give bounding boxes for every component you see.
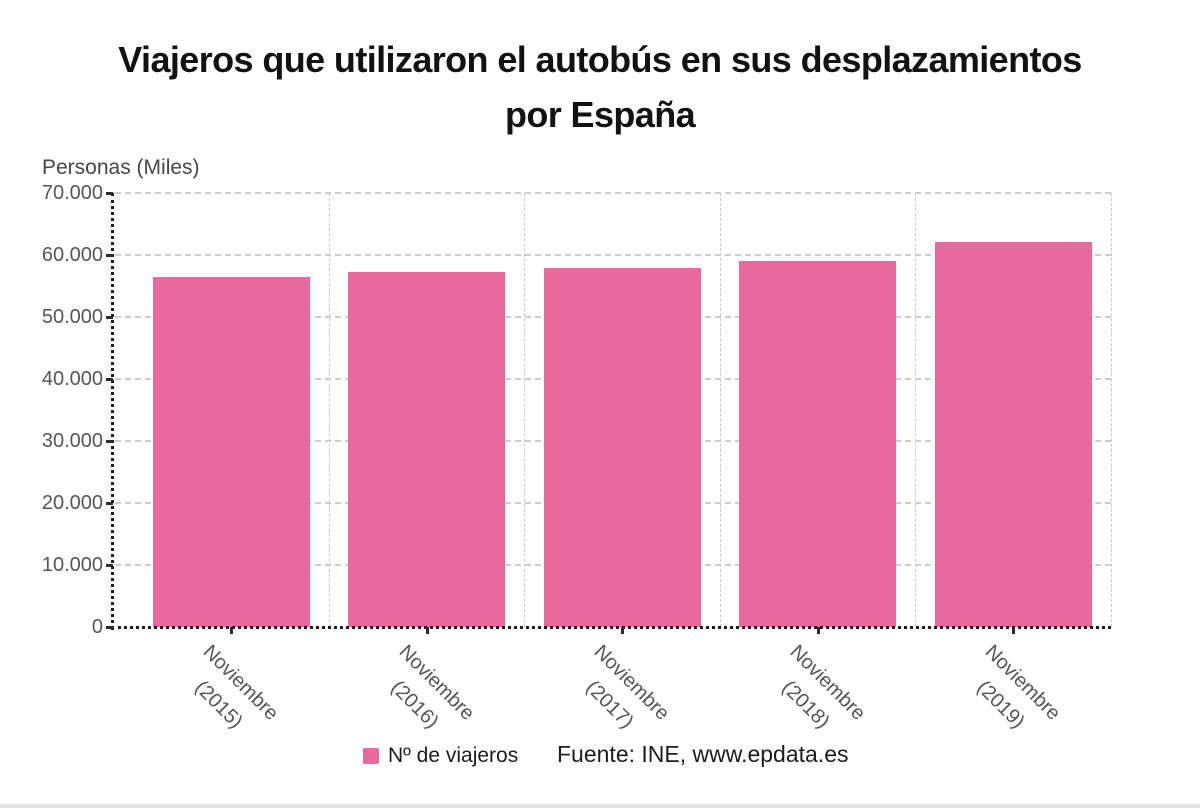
- gridline-vertical: [328, 193, 330, 627]
- x-tick-mark: [621, 627, 625, 634]
- legend-swatch-icon: [363, 748, 379, 764]
- x-axis-label: Noviembre (2016): [369, 638, 481, 750]
- bar[interactable]: [543, 268, 701, 627]
- gridline-vertical: [1110, 193, 1112, 627]
- y-tick-label: 50.000: [41, 306, 103, 328]
- legend-label: Nº de viajeros: [388, 744, 519, 767]
- x-axis-label: Noviembre (2017): [564, 638, 676, 750]
- y-tick-label: 40.000: [41, 368, 103, 390]
- x-axis-label: Noviembre (2019): [955, 638, 1067, 750]
- y-tick-mark: [106, 378, 113, 381]
- x-axis-label: Noviembre (2018): [760, 638, 872, 750]
- y-tick-label: 0: [91, 616, 103, 638]
- gridline-vertical: [524, 193, 526, 627]
- y-tick-mark: [106, 316, 113, 319]
- x-tick-mark: [1012, 627, 1016, 634]
- legend[interactable]: Nº de viajeros: [363, 744, 518, 768]
- y-tick-mark: [106, 626, 113, 629]
- bar[interactable]: [739, 260, 897, 627]
- y-tick-mark: [106, 440, 113, 443]
- x-tick-mark: [230, 627, 234, 634]
- y-axis-title: Personas (Miles): [42, 156, 200, 179]
- y-axis-line: [111, 193, 114, 630]
- y-tick-mark: [106, 564, 113, 567]
- x-axis-line: [111, 626, 1111, 629]
- y-tick-label: 10.000: [41, 554, 103, 576]
- y-tick-mark: [106, 502, 113, 505]
- chart-title: Viajeros que utilizaron el autobús en su…: [0, 32, 1200, 142]
- chart-title-line-2: por España: [504, 94, 696, 135]
- x-tick-mark: [425, 627, 429, 634]
- y-tick-label: 20.000: [41, 492, 103, 514]
- y-tick-label: 70.000: [41, 182, 103, 204]
- bar[interactable]: [152, 277, 310, 627]
- y-tick-mark: [106, 254, 113, 257]
- gridline-horizontal: [115, 192, 1111, 194]
- gridline-vertical: [915, 193, 917, 627]
- source-text: Fuente: INE, www.epdata.es: [557, 741, 849, 767]
- bar[interactable]: [934, 241, 1092, 627]
- chart-title-line-1: Viajeros que utilizaron el autobús en su…: [118, 39, 1082, 80]
- gridline-vertical: [719, 193, 721, 627]
- bar[interactable]: [348, 271, 506, 627]
- y-tick-mark: [106, 192, 113, 195]
- x-axis-label: Noviembre (2015): [173, 638, 285, 750]
- y-tick-label: 60.000: [41, 244, 103, 266]
- x-tick-mark: [816, 627, 820, 634]
- y-tick-label: 30.000: [41, 430, 103, 452]
- gridline-horizontal: [115, 254, 1111, 256]
- bottom-track-line: [0, 804, 1200, 808]
